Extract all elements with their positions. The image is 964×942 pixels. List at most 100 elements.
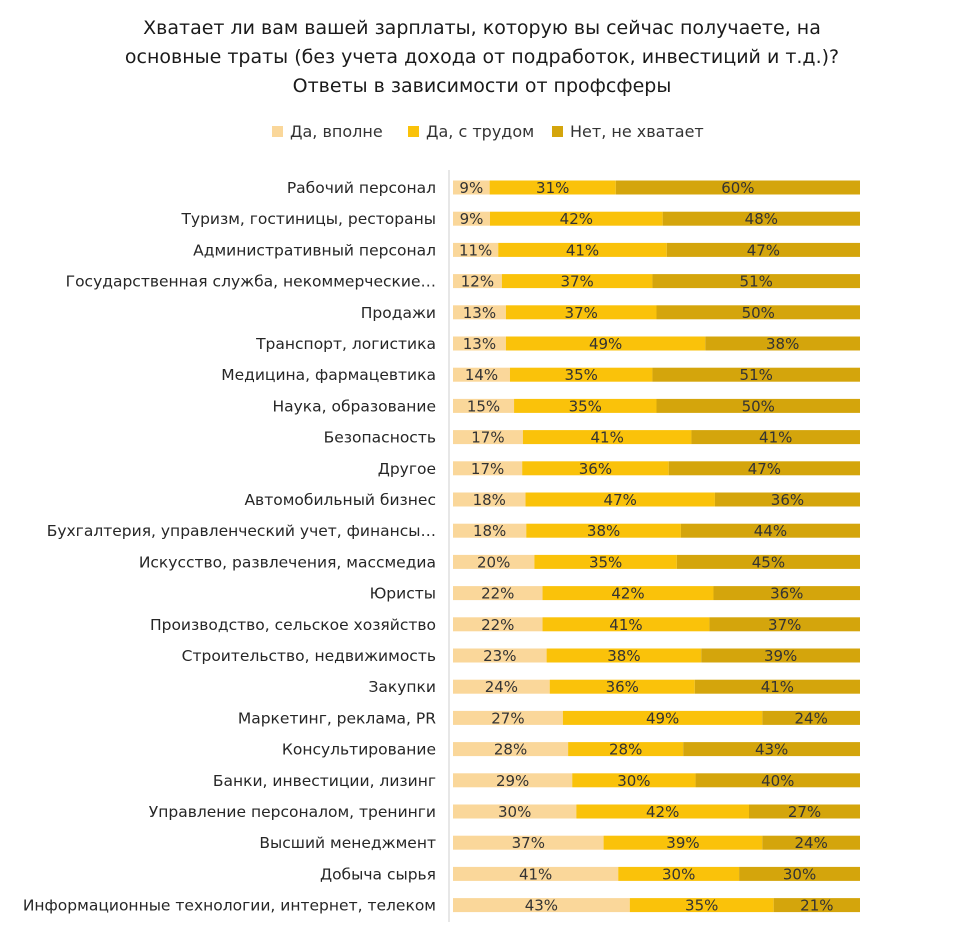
data-label-series-2: 42%	[560, 210, 593, 228]
bar-segment-series-3	[714, 492, 860, 507]
bar-segment-series-1	[453, 679, 550, 694]
data-label-series-3: 36%	[770, 585, 803, 603]
data-label-series-1: 18%	[473, 491, 506, 509]
bar-segment-series-1	[453, 648, 547, 663]
bar-segment-series-2	[546, 648, 702, 663]
data-label-series-3: 36%	[771, 491, 804, 509]
bar-segment-series-3	[713, 586, 860, 601]
bar-segment-series-3	[701, 648, 860, 663]
category-label: Юристы	[370, 585, 436, 603]
bar-segment-series-3	[680, 523, 860, 538]
bar-segment-series-3	[662, 211, 860, 226]
category-label: Искусство, развлечения, массмедиа	[139, 553, 436, 571]
bar-segment-series-1	[453, 461, 523, 476]
category-label: Добыча сырья	[320, 865, 436, 883]
category-label: Маркетинг, реклама, PR	[238, 709, 436, 727]
category-label: Наука, образование	[272, 397, 436, 415]
category-label: Рабочий персонал	[287, 179, 436, 197]
chart-title: Хватает ли вам вашей зарплаты, которую в…	[0, 14, 964, 101]
bar-segment-series-2	[522, 430, 692, 445]
data-label-series-1: 22%	[481, 616, 514, 634]
data-label-series-1: 23%	[483, 647, 516, 665]
bar-segment-series-2	[522, 461, 669, 476]
category-label: Управление персоналом, тренинги	[149, 803, 436, 821]
bar-segment-series-1	[453, 492, 526, 507]
data-label-series-2: 30%	[617, 772, 650, 790]
category-label: Транспорт, логистика	[255, 335, 436, 353]
bar-segment-series-2	[629, 898, 774, 913]
data-label-series-1: 13%	[463, 304, 496, 322]
bar-segment-series-1	[453, 367, 510, 382]
chart-title-line-3: Ответы в зависимости от профсферы	[292, 75, 672, 97]
bar-segment-series-2	[525, 492, 715, 507]
bar-segment-series-3	[709, 617, 860, 632]
bar-segment-series-3	[683, 742, 860, 757]
bar-segment-series-2	[505, 305, 657, 320]
data-label-series-1: 43%	[525, 897, 558, 915]
data-label-series-2: 41%	[566, 241, 599, 259]
data-label-series-2: 49%	[589, 335, 622, 353]
bar-segment-series-2	[534, 554, 677, 569]
data-label-series-1: 20%	[477, 553, 510, 571]
bar-segment-series-1	[453, 804, 577, 819]
bar-segment-series-1	[453, 617, 543, 632]
data-label-series-3: 44%	[754, 522, 787, 540]
data-label-series-1: 9%	[459, 179, 483, 197]
data-label-series-1: 28%	[494, 741, 527, 759]
data-label-series-2: 35%	[569, 397, 602, 415]
bar-segment-series-2	[514, 398, 657, 413]
data-label-series-2: 35%	[589, 553, 622, 571]
bar-segment-series-3	[773, 898, 860, 913]
category-label: Административный персонал	[193, 241, 436, 259]
data-label-series-1: 30%	[498, 803, 531, 821]
data-label-series-1: 24%	[485, 678, 518, 696]
bar-segment-series-3	[762, 835, 860, 850]
bar-segment-series-3	[694, 679, 860, 694]
data-label-series-3: 47%	[748, 460, 781, 478]
bar-segment-series-1	[453, 773, 573, 788]
bar-segment-series-3	[691, 430, 860, 445]
data-label-series-3: 43%	[755, 741, 788, 759]
bar-segment-series-2	[489, 180, 616, 195]
bar-segment-series-1	[453, 866, 619, 881]
category-label: Высший менеджмент	[259, 834, 436, 852]
data-label-series-1: 14%	[465, 366, 498, 384]
data-label-series-2: 49%	[646, 709, 679, 727]
legend-label-series-2: Да, с трудом	[426, 121, 535, 141]
bar-segment-series-1	[453, 742, 569, 757]
data-label-series-3: 39%	[764, 647, 797, 665]
legend-swatch-series-1	[272, 125, 283, 137]
category-label: Автомобильный бизнес	[244, 491, 436, 509]
bar-segment-series-3	[676, 554, 860, 569]
bar-segment-series-1	[453, 398, 515, 413]
data-label-series-2: 38%	[607, 647, 640, 665]
legend-item-series-3: Нет, не хватает	[552, 121, 704, 141]
bar-segment-series-2	[526, 523, 681, 538]
bar-segment-series-3	[749, 804, 860, 819]
bar-segment-series-2	[542, 586, 714, 601]
data-label-series-3: 30%	[783, 865, 816, 883]
data-label-series-2: 28%	[609, 741, 642, 759]
bar-segment-series-1	[453, 710, 563, 725]
bar-segment-series-2	[568, 742, 684, 757]
data-label-series-3: 50%	[742, 397, 775, 415]
bar-segment-series-3	[652, 367, 860, 382]
data-label-series-1: 9%	[460, 210, 484, 228]
chart-title-line-2: основные траты (без учета дохода от подр…	[124, 46, 840, 68]
bar-segment-series-3	[666, 242, 860, 257]
bar-segment-series-3	[705, 336, 860, 351]
bar-segment-series-2	[549, 679, 695, 694]
category-label: Консультирование	[282, 741, 436, 759]
bar-segment-series-3	[656, 305, 860, 320]
bar-segment-series-2	[603, 835, 763, 850]
category-label: Безопасность	[324, 429, 436, 447]
bar-segment-series-2	[498, 242, 667, 257]
bar-segment-series-2	[572, 773, 696, 788]
data-label-series-1: 17%	[471, 460, 504, 478]
bar-segment-series-1	[453, 523, 527, 538]
bar-segment-series-1	[453, 898, 630, 913]
bar-segment-series-3	[695, 773, 860, 788]
bar-segment-series-2	[501, 274, 653, 289]
data-label-series-3: 47%	[747, 241, 780, 259]
